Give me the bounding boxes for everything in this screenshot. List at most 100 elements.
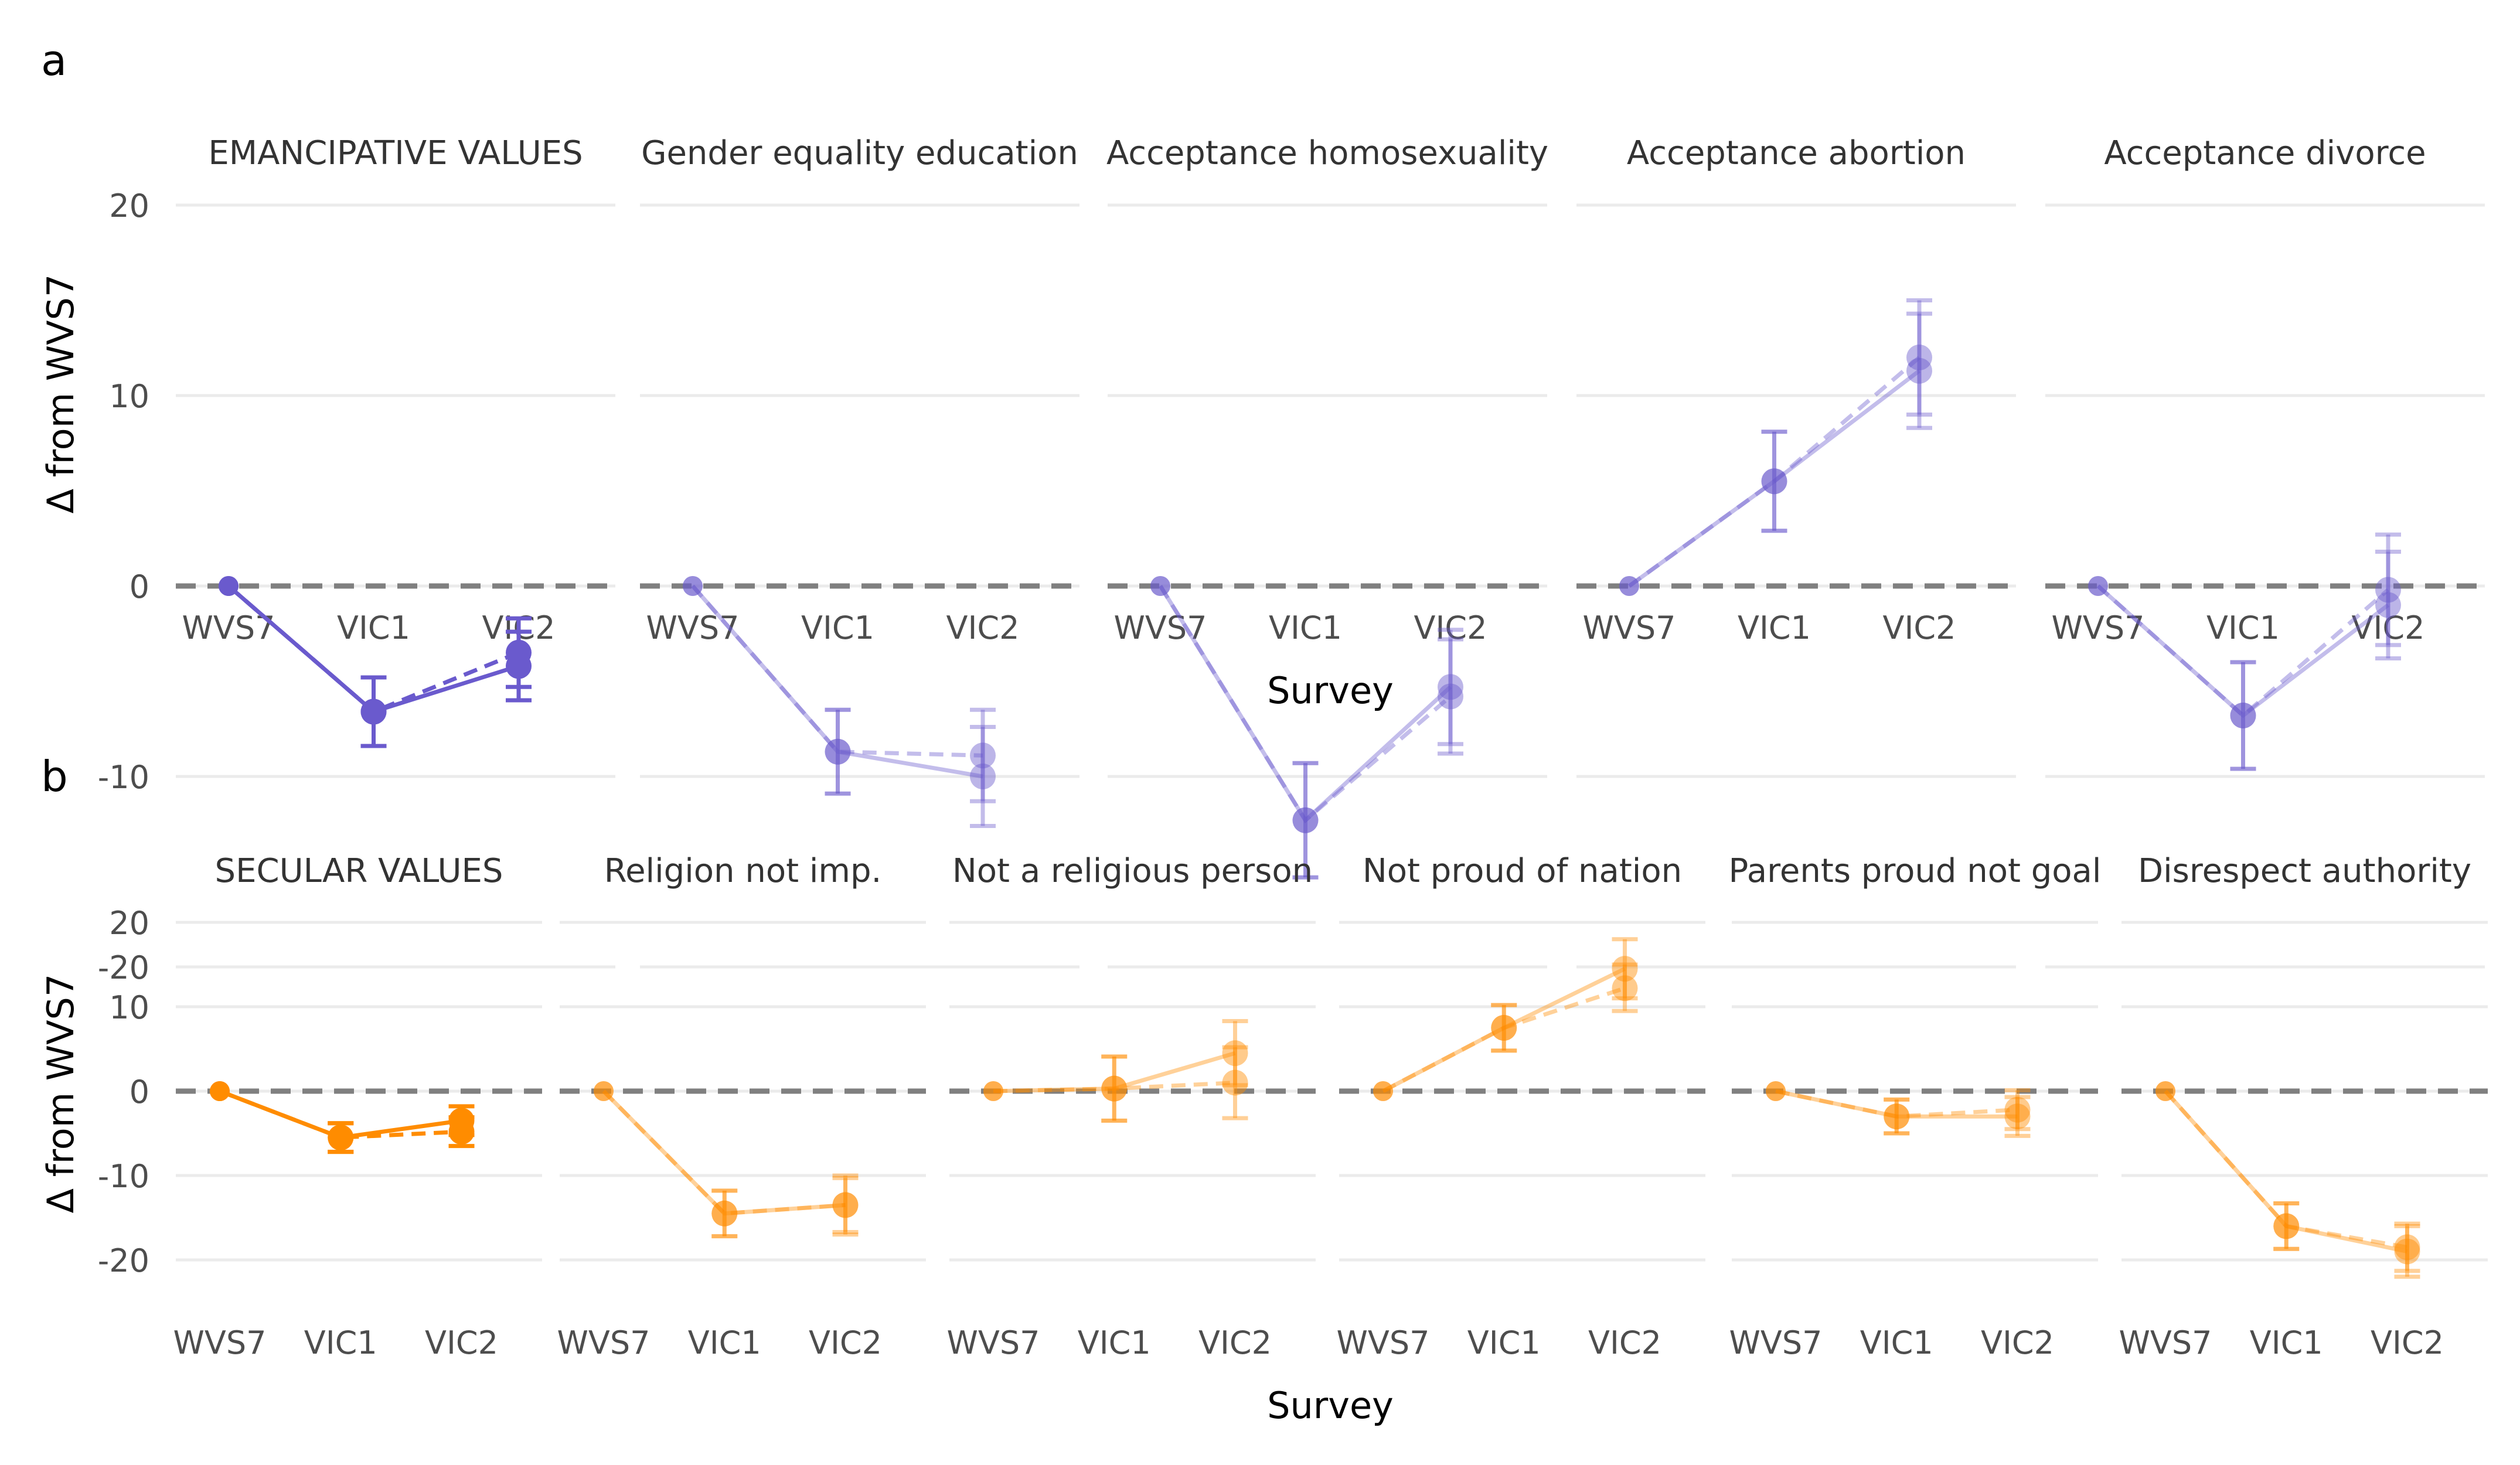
x-axis-label-a: Survey xyxy=(1267,669,1394,712)
data-point-dashed xyxy=(2230,703,2256,728)
facet-b-0: SECULAR VALUES WVS7 VIC1 VIC2 xyxy=(173,852,542,1361)
data-point-solid xyxy=(1761,468,1787,495)
data-point-dashed xyxy=(825,738,851,765)
y-axis-label-b: Δ from WVS7 xyxy=(39,974,82,1214)
data-point-solid xyxy=(983,1081,1003,1101)
data-point-dashed xyxy=(1222,1069,1248,1096)
data-point-solid xyxy=(219,576,239,596)
data-point-dashed xyxy=(2088,576,2108,596)
facet-b-5: Disrespect authority WVS7 VIC1 VIC2 xyxy=(2119,852,2488,1361)
x-tick-label: WVS7 xyxy=(646,609,740,646)
x-tick-label: VIC2 xyxy=(2371,1324,2444,1361)
data-point-solid xyxy=(448,1108,475,1134)
data-point-dashed xyxy=(2004,1096,2031,1123)
series-line-solid xyxy=(2164,1089,2408,1254)
data-point-solid xyxy=(2394,1238,2420,1265)
facet-b-3: Not proud of nation WVS7 VIC1 VIC2 xyxy=(1337,852,1705,1361)
data-point-solid xyxy=(2273,1213,2300,1239)
data-point-dashed xyxy=(2155,1081,2175,1101)
x-tick-label: VIC1 xyxy=(304,1324,377,1361)
data-point-dashed xyxy=(1373,1081,1393,1101)
y-tick-label: 20 xyxy=(109,188,149,224)
x-tick-label: VIC1 xyxy=(2206,609,2280,646)
x-tick-label: WVS7 xyxy=(1337,1324,1430,1361)
data-point-dashed xyxy=(1619,576,1639,596)
data-point-solid xyxy=(1766,1081,1786,1101)
series-line-solid xyxy=(993,1051,1236,1093)
x-tick-label: VIC2 xyxy=(1883,609,1956,646)
x-tick-label: VIC1 xyxy=(2250,1324,2323,1361)
x-tick-label: VIC1 xyxy=(1467,1324,1541,1361)
data-point-solid xyxy=(970,764,996,789)
series-line-solid xyxy=(691,584,983,779)
facet-title: Religion not imp. xyxy=(604,852,882,890)
data-point-dashed xyxy=(1612,975,1638,1001)
data-point-solid xyxy=(594,1081,614,1101)
data-point-solid xyxy=(2088,576,2108,596)
series-line-dashed xyxy=(1159,585,1452,824)
x-tick-label: WVS7 xyxy=(2119,1324,2212,1361)
facet-title: Acceptance divorce xyxy=(2104,134,2426,172)
data-point-dashed xyxy=(1101,1075,1128,1102)
data-point-solid xyxy=(1619,576,1639,596)
facet-title: EMANCIPATIVE VALUES xyxy=(208,134,583,172)
data-point-dashed xyxy=(2375,577,2401,603)
x-tick-label: VIC1 xyxy=(1860,1324,1933,1361)
data-point-solid xyxy=(2155,1081,2175,1101)
y-axis-label-a: Δ from WVS7 xyxy=(39,274,82,514)
data-point-solid xyxy=(1438,674,1463,700)
y-tick-label: 0 xyxy=(130,568,149,605)
x-tick-label: VIC1 xyxy=(1738,609,1811,646)
x-tick-label: VIC1 xyxy=(1269,609,1342,646)
data-point-dashed xyxy=(983,1081,1003,1101)
data-point-solid xyxy=(1884,1103,1910,1130)
facet-a-3: Acceptance abortion WVS7 VIC1 VIC2 xyxy=(1576,134,2016,969)
y-tick-label: -10 xyxy=(98,759,149,796)
data-point-solid xyxy=(1373,1081,1393,1101)
facet-title: SECULAR VALUES xyxy=(215,852,503,890)
y-tick-label: 0 xyxy=(130,1074,149,1110)
x-tick-label: VIC2 xyxy=(946,609,1020,646)
facet-b-2: Not a religious person WVS7 VIC1 VIC2 xyxy=(947,852,1316,1361)
series-line-solid xyxy=(1159,585,1452,824)
data-point-solid xyxy=(1612,956,1638,982)
data-point-dashed xyxy=(1491,1015,1517,1041)
y-tick-label: -10 xyxy=(98,1158,149,1195)
data-point-solid xyxy=(328,1125,354,1151)
data-point-dashed xyxy=(2273,1213,2300,1239)
data-point-dashed xyxy=(1438,683,1463,710)
facet-a-1: Gender equality education WVS7 VIC1 VIC2 xyxy=(640,134,1079,969)
x-tick-label: WVS7 xyxy=(1114,609,1207,646)
data-point-solid xyxy=(711,1200,738,1226)
panel-a-label: a xyxy=(41,36,67,85)
data-point-dashed xyxy=(1292,807,1319,833)
data-point-solid xyxy=(2004,1103,2031,1130)
data-point-solid xyxy=(2230,703,2256,728)
data-point-solid xyxy=(683,576,703,596)
data-point-solid xyxy=(1222,1040,1248,1067)
series-line-dashed xyxy=(1382,986,1626,1093)
x-tick-label: VIC1 xyxy=(1078,1324,1151,1361)
data-point-dashed xyxy=(594,1081,614,1101)
data-point-solid xyxy=(1150,576,1170,596)
x-tick-label: VIC1 xyxy=(337,609,410,646)
x-tick-label: WVS7 xyxy=(1729,1324,1823,1361)
data-point-dashed xyxy=(832,1192,859,1218)
data-point-solid xyxy=(210,1081,230,1101)
series-line-dashed xyxy=(2096,584,2390,718)
y-tick-label: 10 xyxy=(109,378,149,415)
y-tick-label: -20 xyxy=(98,1242,149,1279)
series-line-dashed xyxy=(2164,1089,2408,1249)
data-point-solid xyxy=(1292,807,1319,833)
facet-title: Disrespect authority xyxy=(2138,852,2471,890)
facet-title: Not proud of nation xyxy=(1363,852,1682,890)
x-tick-label: VIC2 xyxy=(1414,609,1487,646)
series-line-solid xyxy=(1627,369,1921,588)
series-line-dashed xyxy=(1627,356,1921,588)
series-line-dashed xyxy=(1775,1089,2018,1119)
x-axis-label-b: Survey xyxy=(1267,1384,1394,1427)
